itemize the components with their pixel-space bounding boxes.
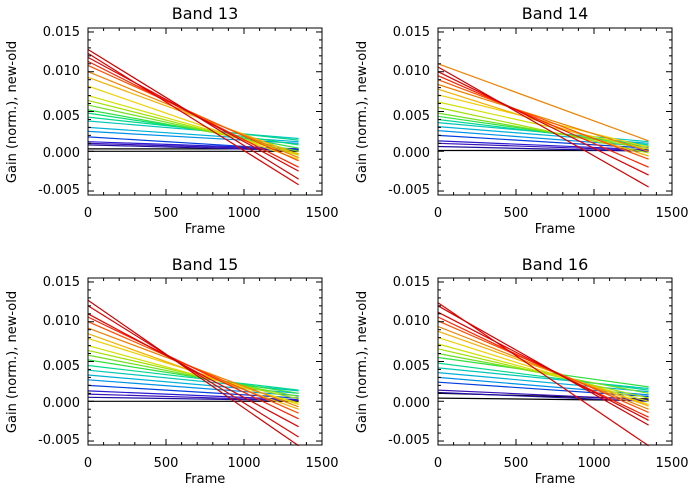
x-tick-label: 0 bbox=[84, 206, 92, 221]
series-line bbox=[87, 120, 299, 140]
series-line bbox=[87, 313, 299, 428]
series-line bbox=[437, 389, 649, 401]
x-tick-label: 1500 bbox=[305, 206, 338, 221]
series-line bbox=[437, 71, 649, 176]
y-tick-label: 0.010 bbox=[43, 314, 80, 329]
series-line bbox=[87, 354, 299, 398]
y-tick-label: 0.000 bbox=[43, 146, 80, 161]
series-line bbox=[437, 330, 649, 407]
series-line bbox=[437, 140, 649, 151]
x-tick-label: 0 bbox=[84, 456, 92, 471]
x-axis-label: Frame bbox=[535, 222, 576, 237]
y-tick-label: 0.005 bbox=[393, 359, 430, 374]
panel-title: Band 13 bbox=[172, 4, 239, 23]
series-line bbox=[437, 325, 649, 410]
x-tick-label: 1500 bbox=[305, 456, 338, 471]
x-axis-label: Frame bbox=[185, 222, 226, 237]
series-line bbox=[87, 359, 299, 394]
x-axis-label: Frame bbox=[535, 472, 576, 487]
x-tick-label: 0 bbox=[434, 206, 442, 221]
series-line bbox=[437, 145, 649, 152]
y-axis-label: Gain (norm.), new-old bbox=[5, 291, 20, 433]
x-tick-label: 1500 bbox=[655, 456, 688, 471]
y-axis-label: Gain (norm.), new-old bbox=[355, 41, 370, 183]
x-tick-label: 500 bbox=[154, 456, 179, 471]
series-line bbox=[437, 305, 649, 426]
series-line bbox=[437, 88, 649, 157]
y-tick-label: 0.010 bbox=[393, 64, 430, 79]
plot-area bbox=[87, 277, 323, 447]
series-line bbox=[87, 364, 299, 391]
plot-area bbox=[437, 27, 673, 196]
y-tick-label: 0.000 bbox=[393, 146, 430, 161]
panel-title: Band 16 bbox=[522, 255, 589, 274]
series-line bbox=[437, 142, 649, 152]
x-tick-label: 500 bbox=[154, 206, 179, 221]
series-line bbox=[437, 302, 649, 447]
y-tick-label: 0.010 bbox=[43, 64, 80, 79]
x-tick-label: 1000 bbox=[577, 206, 610, 221]
series-line bbox=[437, 112, 649, 150]
series-line bbox=[437, 391, 649, 402]
x-tick-label: 500 bbox=[504, 206, 529, 221]
x-tick-label: 1500 bbox=[655, 206, 688, 221]
series-line bbox=[437, 66, 649, 188]
series-line bbox=[437, 75, 649, 168]
y-tick-label: -0.005 bbox=[388, 183, 430, 198]
x-tick-label: 0 bbox=[434, 456, 442, 471]
y-tick-label: -0.005 bbox=[38, 433, 80, 448]
plot-area bbox=[437, 277, 673, 447]
y-tick-label: -0.005 bbox=[38, 183, 80, 198]
y-tick-label: 0.000 bbox=[43, 396, 80, 411]
x-tick-label: 1000 bbox=[227, 456, 260, 471]
y-tick-label: -0.005 bbox=[388, 433, 430, 448]
series-line bbox=[437, 372, 649, 393]
series-line bbox=[87, 393, 299, 402]
series-line bbox=[437, 348, 649, 399]
series-line bbox=[87, 299, 299, 447]
plot-area bbox=[87, 27, 323, 196]
series-line bbox=[87, 64, 299, 162]
y-tick-label: 0.005 bbox=[43, 359, 80, 374]
series-line bbox=[87, 76, 299, 155]
x-axis-label: Frame bbox=[185, 472, 226, 487]
series-line bbox=[437, 343, 649, 402]
series-line bbox=[437, 83, 649, 152]
series-line bbox=[437, 362, 649, 391]
series-line bbox=[437, 101, 649, 150]
panel-title: Band 14 bbox=[522, 4, 589, 23]
x-tick-label: 1000 bbox=[577, 456, 610, 471]
x-tick-label: 1000 bbox=[227, 206, 260, 221]
series-line bbox=[87, 316, 299, 420]
panel-band-16: Band 16 Frame Gain (norm.), new-old 0 50… bbox=[355, 255, 689, 487]
series-line bbox=[87, 305, 299, 438]
series-line bbox=[87, 85, 299, 160]
series-line bbox=[437, 311, 649, 421]
y-tick-label: 0.015 bbox=[43, 275, 80, 290]
panel-title: Band 15 bbox=[172, 255, 239, 274]
y-tick-label: 0.005 bbox=[43, 109, 80, 124]
y-tick-label: 0.000 bbox=[393, 396, 430, 411]
series-line bbox=[437, 63, 649, 142]
series-line bbox=[437, 79, 649, 160]
y-tick-label: 0.015 bbox=[393, 275, 430, 290]
series-line bbox=[437, 130, 649, 148]
panel-band-15: Band 15 Frame Gain (norm.), new-old 0 50… bbox=[5, 255, 339, 487]
series-line bbox=[87, 52, 299, 186]
y-axis-label: Gain (norm.), new-old bbox=[5, 41, 20, 183]
y-tick-label: 0.005 bbox=[393, 109, 430, 124]
panel-band-13: Band 13 Frame Gain (norm.), new-old 0 50… bbox=[5, 4, 339, 237]
y-tick-label: 0.010 bbox=[393, 314, 430, 329]
y-tick-label: 0.015 bbox=[393, 25, 430, 40]
y-tick-label: 0.015 bbox=[43, 25, 80, 40]
panel-band-14: Band 14 Frame Gain (norm.), new-old 0 50… bbox=[355, 4, 689, 237]
series-line bbox=[87, 48, 299, 180]
series-line bbox=[87, 142, 299, 151]
y-axis-label: Gain (norm.), new-old bbox=[355, 291, 370, 433]
series-line bbox=[437, 316, 649, 418]
x-tick-label: 500 bbox=[504, 456, 529, 471]
